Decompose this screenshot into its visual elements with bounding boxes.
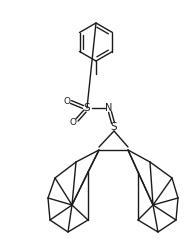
Text: O: O [70,118,76,126]
Text: N: N [105,103,113,113]
Text: S: S [111,122,117,132]
Text: O: O [64,97,70,106]
Text: S: S [84,103,90,113]
